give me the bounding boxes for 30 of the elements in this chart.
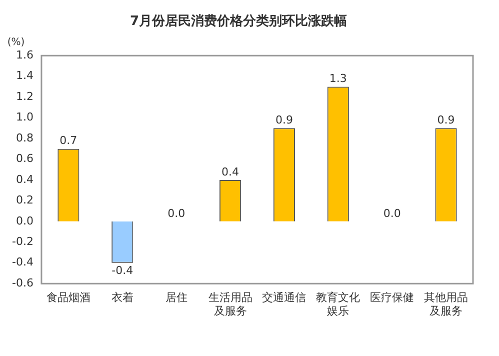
x-tick-label: 食品烟酒 [46,291,90,304]
x-tick-label: 衣着 [111,291,134,304]
x-tick-label: 教育文化娱乐 [316,291,360,318]
data-label: 0.0 [168,206,186,220]
x-tick-label: 交通通信 [262,291,306,304]
y-tick-label: 1.2 [16,90,34,103]
data-label: 1.3 [329,72,347,86]
y-tick-label: 0.6 [16,152,34,166]
data-label: 0.9 [275,114,293,127]
y-tick-label: 0.2 [16,194,34,207]
y-tick-label: -0.6 [12,276,34,290]
x-tick-label: 医疗保健 [370,291,414,304]
y-tick-label: -0.4 [12,256,34,269]
y-tick-label: 1.0 [16,110,34,124]
y-tick-label: 1.6 [16,48,34,62]
data-label: 0.9 [437,114,455,127]
y-axis-title: (%) [7,37,25,48]
y-tick-label: -0.2 [12,235,34,248]
data-label: 0.7 [60,134,78,148]
y-tick-label: 0.8 [16,131,34,144]
x-tick-label: 生活用品及服务 [208,291,252,318]
x-tick-label: 居住 [165,291,188,304]
chart-title: 7月份居民消费价格分类别环比涨跌幅 [130,14,348,30]
y-tick-label: 0.0 [16,214,34,228]
data-label: 0.4 [222,165,240,178]
data-label: -0.4 [112,264,134,278]
x-tick-label: 其他用品及服务 [424,291,468,318]
data-label: 0.0 [383,206,401,220]
y-tick-label: 1.4 [16,69,34,82]
y-tick-label: 0.4 [16,172,34,186]
